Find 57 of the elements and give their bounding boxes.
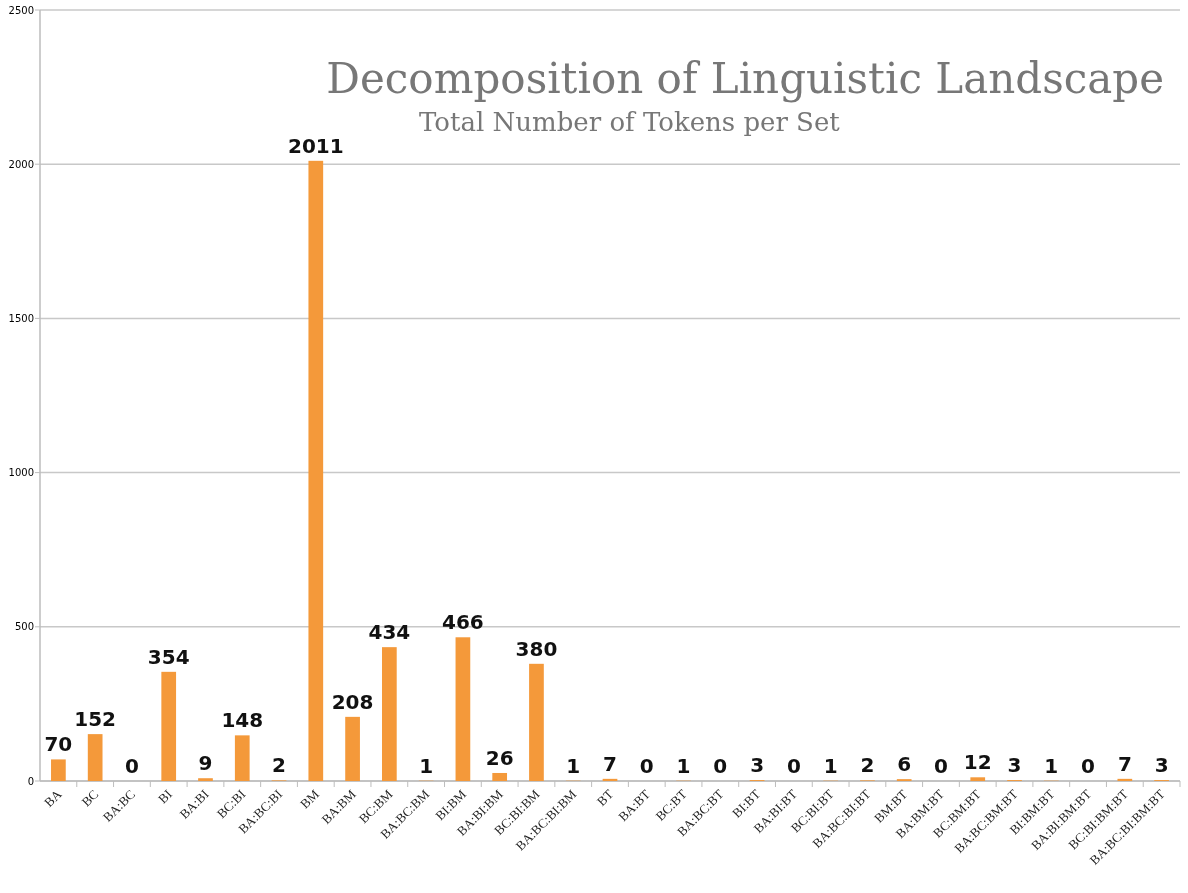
data-label: 1 — [676, 753, 691, 778]
y-tick-label: 0 — [27, 775, 34, 787]
data-label: 466 — [442, 610, 484, 635]
text: Total Number of Tokens per Set — [419, 107, 841, 137]
bar — [51, 759, 66, 781]
bar — [970, 777, 986, 781]
x-tick-label: BT — [593, 786, 617, 809]
bar — [161, 671, 177, 781]
data-label: 1 — [419, 753, 434, 778]
data-label: 2011 — [287, 133, 344, 158]
bar — [87, 734, 103, 781]
data-label: 1 — [566, 753, 581, 778]
data-label: 0 — [639, 754, 654, 778]
bar — [234, 735, 250, 781]
text: Decomposition of Linguistic Landscape — [326, 54, 1164, 103]
data-label: 208 — [331, 689, 374, 714]
data-label: 3 — [1154, 753, 1169, 778]
bar — [455, 637, 471, 781]
x-tick-label: BC — [78, 786, 102, 810]
data-label: 70 — [44, 732, 73, 757]
data-label: 2 — [860, 753, 875, 778]
data-label: 152 — [74, 707, 117, 732]
data-label: 7 — [603, 751, 617, 776]
bar — [198, 778, 213, 781]
bar — [529, 663, 544, 781]
data-label: 26 — [485, 745, 514, 770]
data-label: 9 — [198, 751, 213, 776]
data-label: 12 — [963, 750, 992, 775]
bar — [382, 647, 397, 781]
data-label: 2 — [272, 753, 286, 778]
bar — [308, 160, 324, 781]
data-label: 380 — [515, 636, 558, 661]
y-tick-label: 1500 — [8, 312, 34, 324]
data-label: 3 — [750, 753, 765, 778]
y-tick-label: 2500 — [8, 4, 34, 16]
data-label: 1 — [823, 753, 838, 778]
data-label: 0 — [1081, 754, 1096, 778]
bar — [345, 716, 360, 781]
data-label: 434 — [368, 620, 411, 645]
data-label: 1 — [1044, 753, 1059, 778]
data-label: 354 — [147, 644, 190, 669]
y-tick-label: 1000 — [8, 467, 34, 479]
data-label: 3 — [1007, 753, 1022, 778]
data-label: 148 — [221, 708, 264, 733]
data-label: 0 — [786, 754, 801, 778]
data-label: 0 — [934, 754, 948, 778]
data-label: 0 — [713, 754, 728, 778]
y-tick-label: 2000 — [8, 158, 34, 170]
data-label: 0 — [124, 754, 139, 778]
bar — [1117, 778, 1133, 781]
data-label: 7 — [1117, 751, 1132, 776]
x-tick-label: BI — [155, 786, 175, 807]
bar — [492, 772, 508, 781]
x-tick-label: BA — [41, 786, 65, 810]
data-label: 6 — [897, 752, 912, 777]
x-tick-label: BM — [297, 786, 323, 812]
y-tick-label: 500 — [14, 621, 34, 633]
